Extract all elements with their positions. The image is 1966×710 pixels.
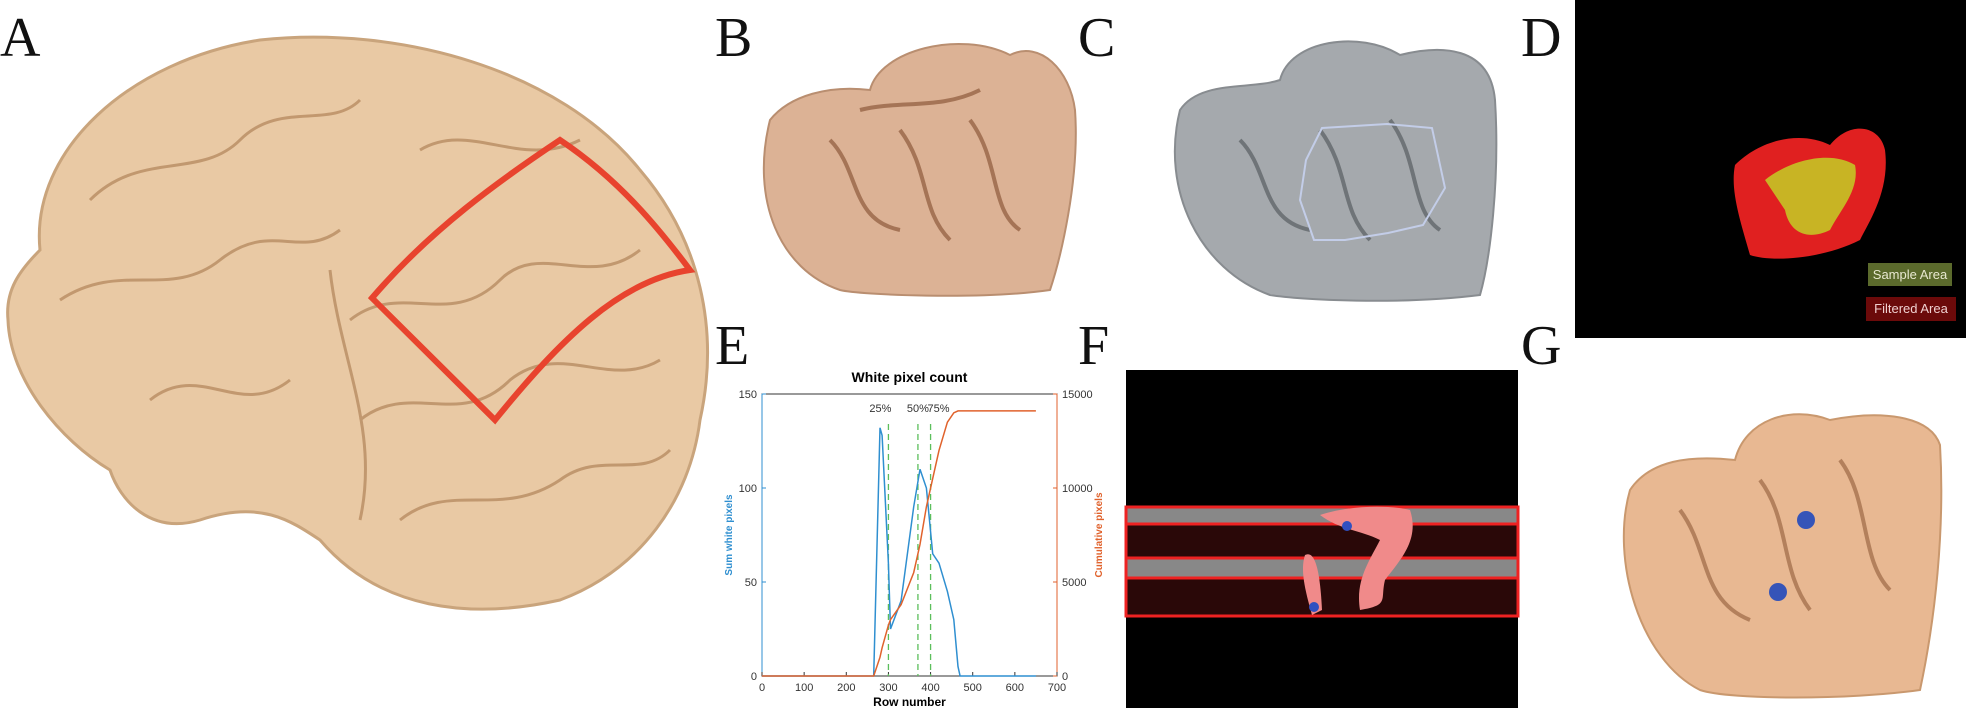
tissue-block	[1622, 413, 1943, 699]
y2-tick-label: 5000	[1062, 577, 1086, 589]
x-tick-label: 100	[795, 682, 813, 694]
brain-photo	[6, 35, 709, 611]
x-tick-label: 0	[759, 682, 765, 694]
percentile-label: 25%	[869, 403, 891, 415]
sulci	[1678, 458, 1892, 622]
x-tick-label: 200	[837, 682, 855, 694]
tissue-mask	[1320, 506, 1413, 610]
x-axis-label: Row number	[873, 695, 946, 709]
panel-label: A	[0, 7, 41, 69]
sample-area	[1765, 157, 1856, 235]
sulci	[828, 88, 1022, 242]
y-tick-label: 100	[739, 483, 757, 495]
sample-outline	[1298, 122, 1447, 241]
x-tick-label: 600	[1006, 682, 1024, 694]
panel-label: B	[715, 7, 752, 69]
data-line	[762, 410, 1036, 677]
tissue-mask	[1302, 554, 1322, 615]
sample-point	[1342, 521, 1352, 531]
panel-label: F	[1078, 315, 1109, 377]
chart: 0 100 200 300 400 500 600 700050100150050001000…	[724, 369, 1105, 709]
sample-point	[1309, 602, 1319, 612]
tissue-model	[1173, 40, 1498, 302]
sample-point	[1797, 511, 1815, 529]
sample-point	[1769, 583, 1787, 601]
y2-tick-label: 10000	[1062, 483, 1093, 495]
chart-title: White pixel count	[852, 369, 968, 385]
y2-tick-label: 15000	[1062, 389, 1093, 401]
x-tick-label: 700	[1048, 682, 1066, 694]
panel-label: G	[1521, 315, 1561, 377]
y-tick-label: 0	[751, 671, 757, 683]
percentile-label: 75%	[928, 403, 950, 415]
legend-label: Filtered Area	[1874, 301, 1948, 316]
percentile-label: 50%	[907, 403, 929, 415]
y-tick-label: 150	[739, 389, 757, 401]
data-line	[762, 427, 1036, 677]
x-tick-label: 300	[879, 682, 897, 694]
panel-label: D	[1521, 7, 1561, 69]
legend-swatch	[1866, 297, 1956, 321]
panel-label: C	[1078, 7, 1115, 69]
legend-swatch	[1868, 263, 1952, 286]
y-tick-label: 50	[745, 577, 757, 589]
y2-axis-label: Cumulative pixels	[1094, 492, 1105, 577]
sulci	[1238, 118, 1442, 242]
panel-label: E	[715, 315, 749, 377]
legend-label: Sample Area	[1873, 267, 1948, 282]
x-tick-label: 400	[921, 682, 939, 694]
y-axis-label: Sum white pixels	[724, 494, 735, 576]
x-tick-label: 500	[964, 682, 982, 694]
bands	[1124, 505, 1520, 618]
y2-tick-label: 0	[1062, 671, 1068, 683]
